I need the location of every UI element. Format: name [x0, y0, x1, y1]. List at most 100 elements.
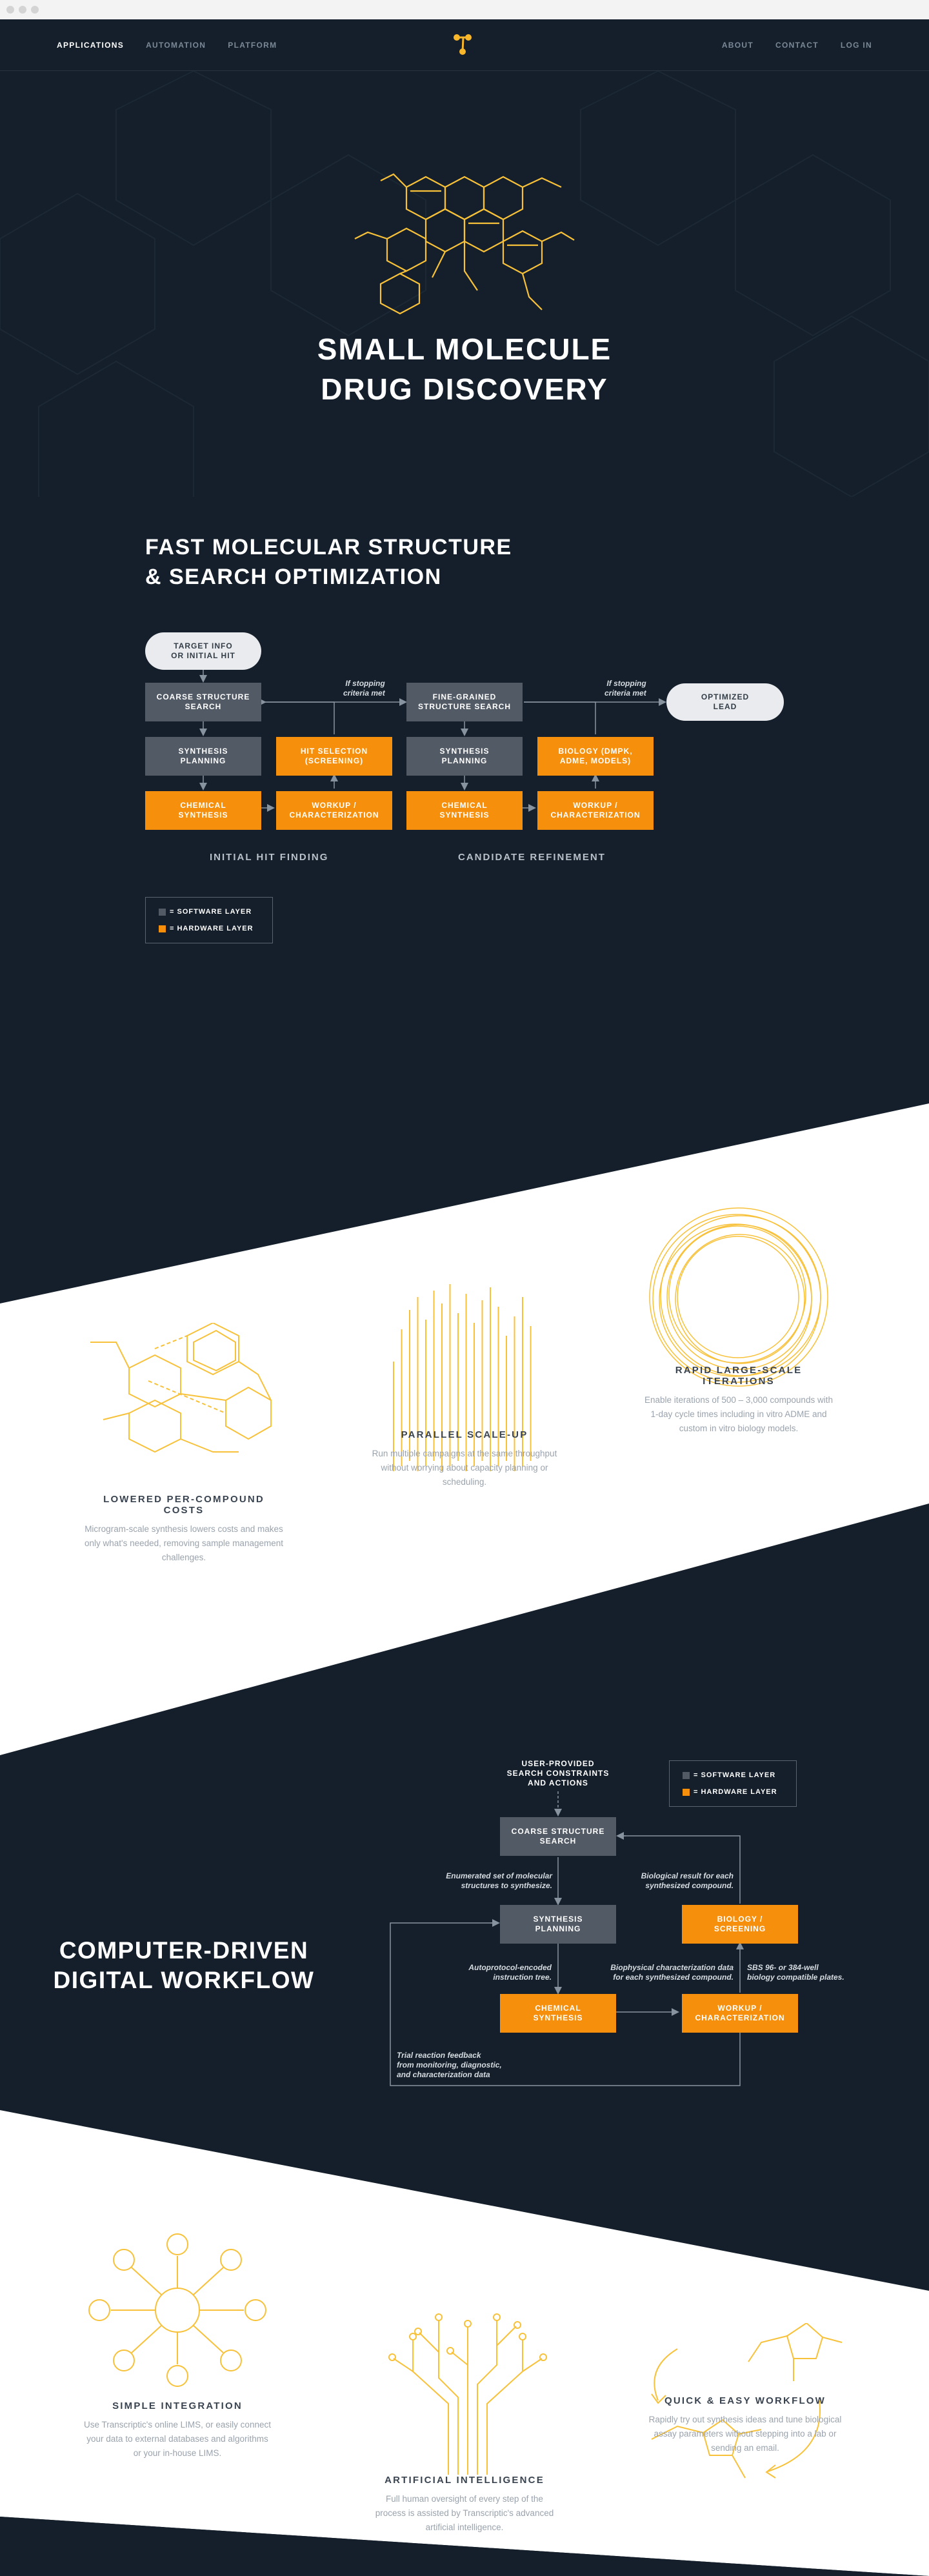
benefits-diagonals: [0, 1103, 929, 1755]
optimization-section: FAST MOLECULAR STRUCTURE & SEARCH OPTIMI…: [0, 497, 929, 1103]
workflow-connectors: [390, 1791, 744, 2086]
stopping-criteria-note-1: If stopping criteria met: [343, 679, 385, 698]
hardware-swatch-icon: [683, 1788, 690, 1796]
workflow-legend: = SOFTWARE LAYER = HARDWARE LAYER: [669, 1760, 797, 1807]
workflow-title: COMPUTER-DRIVEN DIGITAL WORKFLOW: [39, 1936, 329, 1995]
feature-rapid-text: Enable iterations of 500 – 3,000 compoun…: [644, 1395, 833, 1433]
caption-candidate-refinement: CANDIDATE REFINEMENT: [458, 852, 606, 863]
node-hit-selection: HIT SELECTION (SCREENING): [276, 737, 392, 776]
software-swatch-icon: [159, 908, 166, 916]
platform-diagonals: [0, 2110, 929, 2576]
stopping-criteria-note-2: If stopping criteria met: [604, 679, 646, 698]
feature-integration-title: SIMPLE INTEGRATION: [112, 2400, 243, 2411]
note-autoprotocol: Autoprotocol-encoded instruction tree.: [468, 1963, 552, 1982]
feature-rapid-iterations: RAPID LARGE-SCALE ITERATIONS Enable iter…: [642, 1365, 835, 1436]
workflow-section: COMPUTER-DRIVEN DIGITAL WORKFLOW USER-PR…: [0, 1755, 929, 2110]
node-coarse-search: COARSE STRUCTURE SEARCH: [145, 683, 261, 721]
node-biology: BIOLOGY (DMPK, ADME, MODELS): [537, 737, 654, 776]
parallel-lines-illustration-icon: [393, 1284, 532, 1471]
legend-hardware-label: = HARDWARE LAYER: [170, 925, 254, 932]
ai-circuit-tree-icon: [388, 2313, 547, 2475]
software-swatch-icon: [683, 1771, 690, 1779]
wf-legend-hardware-label: = HARDWARE LAYER: [694, 1788, 777, 1796]
note-enumerated: Enumerated set of molecular structures t…: [446, 1871, 552, 1890]
node-fine-grained-search: FINE-GRAINED STRUCTURE SEARCH: [406, 683, 523, 721]
feature-simple-integration: SIMPLE INTEGRATION Use Transcriptic's on…: [84, 2400, 271, 2460]
nav-automation[interactable]: AUTOMATION: [146, 40, 206, 50]
optimization-title-line1: FAST MOLECULAR STRUCTURE: [145, 535, 512, 559]
feature-quick-workflow: QUICK & EASY WORKFLOW Rapidly try out sy…: [648, 2395, 842, 2455]
nav-contact[interactable]: CONTACT: [775, 40, 819, 50]
feature-quick-title: QUICK & EASY WORKFLOW: [664, 2395, 826, 2406]
feature-integration-text: Use Transcriptic's online LIMS, or easil…: [84, 2420, 271, 2458]
wf-node-biology-screening: BIOLOGY / SCREENING: [682, 1905, 798, 1944]
feature-parallel-scale-up: PARALLEL SCALE-UP Run multiple campaigns…: [371, 1429, 558, 1489]
feature-lowered-costs: LOWERED PER-COMPOUND COSTS Microgram-sca…: [84, 1494, 284, 1565]
hero-title: SMALL MOLECULE DRUG DISCOVERY: [0, 329, 929, 409]
wf-legend-hardware: = HARDWARE LAYER: [683, 1788, 783, 1796]
feature-parallel-text: Run multiple campaigns at the same throu…: [372, 1449, 557, 1487]
node-synthesis-planning-2: SYNTHESIS PLANNING: [406, 737, 523, 776]
workflow-title-line1: COMPUTER-DRIVEN: [59, 1937, 309, 1964]
integration-hub-icon: [88, 2233, 266, 2387]
window-dot-icon: [19, 6, 26, 14]
feature-ai: ARTIFICIAL INTELLIGENCE Full human overs…: [371, 2475, 558, 2535]
wf-node-coarse-search: COARSE STRUCTURE SEARCH: [500, 1817, 616, 1856]
top-nav: APPLICATIONS AUTOMATION PLATFORM ABOUT C…: [0, 19, 929, 71]
logo-icon[interactable]: [449, 34, 479, 57]
legend-hardware: = HARDWARE LAYER: [159, 925, 259, 932]
note-sbs-plates: SBS 96- or 384-well biology compatible p…: [747, 1963, 844, 1982]
hero-section: SMALL MOLECULE DRUG DISCOVERY: [0, 71, 929, 497]
feature-rapid-title: RAPID LARGE-SCALE ITERATIONS: [675, 1365, 803, 1387]
wf-node-synthesis-planning: SYNTHESIS PLANNING: [500, 1905, 616, 1944]
browser-chrome: [0, 0, 929, 19]
node-user-constraints: USER-PROVIDED SEARCH CONSTRAINTS AND ACT…: [506, 1758, 610, 1787]
nav-applications[interactable]: APPLICATIONS: [57, 40, 125, 50]
node-chemical-synthesis-2: CHEMICAL SYNTHESIS: [406, 791, 523, 830]
caption-initial-hit-finding: INITIAL HIT FINDING: [210, 852, 329, 863]
hex-pattern-background: [0, 71, 929, 497]
wf-legend-software-label: = SOFTWARE LAYER: [694, 1771, 776, 1779]
legend-software: = SOFTWARE LAYER: [159, 908, 259, 916]
molecule-illustration-icon: [354, 173, 575, 315]
nav-about[interactable]: ABOUT: [721, 40, 754, 50]
note-trial-reaction: Trial reaction feedback from monitoring,…: [397, 2051, 502, 2079]
window-dot-icon: [31, 6, 39, 14]
hero-title-line1: SMALL MOLECULE: [317, 332, 612, 366]
hexagons-illustration-icon: [90, 1323, 272, 1453]
window-dot-icon: [6, 6, 14, 14]
optimization-title: FAST MOLECULAR STRUCTURE & SEARCH OPTIMI…: [145, 532, 512, 592]
node-optimized-lead: OPTIMIZED LEAD: [666, 683, 784, 721]
node-chemical-synthesis-1: CHEMICAL SYNTHESIS: [145, 791, 261, 830]
nav-right: ABOUT CONTACT LOG IN: [722, 41, 872, 50]
wf-legend-software: = SOFTWARE LAYER: [683, 1771, 783, 1779]
feature-quick-text: Rapidly try out synthesis ideas and tune…: [648, 2415, 842, 2453]
wf-node-workup: WORKUP / CHARACTERIZATION: [682, 1994, 798, 2033]
hardware-swatch-icon: [159, 925, 166, 932]
rings-illustration-icon: [649, 1207, 828, 1387]
workflow-title-line2: DIGITAL WORKFLOW: [53, 1967, 315, 1993]
optimization-legend: = SOFTWARE LAYER = HARDWARE LAYER: [145, 897, 273, 943]
optimization-title-line2: & SEARCH OPTIMIZATION: [145, 565, 442, 589]
node-workup-1: WORKUP / CHARACTERIZATION: [276, 791, 392, 830]
feature-parallel-title: PARALLEL SCALE-UP: [401, 1429, 528, 1440]
note-biophysical: Biophysical characterization data for ea…: [610, 1963, 734, 1982]
hero-title-line2: DRUG DISCOVERY: [321, 372, 608, 406]
nav-login[interactable]: LOG IN: [840, 40, 872, 50]
feature-ai-text: Full human oversight of every step of th…: [375, 2494, 554, 2532]
nav-left: APPLICATIONS AUTOMATION PLATFORM: [57, 41, 277, 50]
nav-platform[interactable]: PLATFORM: [228, 40, 277, 50]
workflow-molecules-icon: [651, 2323, 843, 2479]
feature-lowered-costs-title: LOWERED PER-COMPOUND COSTS: [103, 1494, 265, 1516]
node-synthesis-planning-1: SYNTHESIS PLANNING: [145, 737, 261, 776]
feature-ai-title: ARTIFICIAL INTELLIGENCE: [385, 2475, 544, 2486]
benefits-section: LOWERED PER-COMPOUND COSTS Microgram-sca…: [0, 1103, 929, 1755]
legend-software-label: = SOFTWARE LAYER: [170, 908, 252, 916]
feature-lowered-costs-text: Microgram-scale synthesis lowers costs a…: [84, 1524, 283, 1562]
optimization-connectors: [199, 670, 666, 812]
node-target-info: TARGET INFO OR INITIAL HIT: [145, 632, 261, 670]
note-biological-result: Biological result for each synthesized c…: [641, 1871, 734, 1890]
wf-node-chemical-synthesis: CHEMICAL SYNTHESIS: [500, 1994, 616, 2033]
platform-features-section: SIMPLE INTEGRATION Use Transcriptic's on…: [0, 2110, 929, 2576]
node-workup-2: WORKUP / CHARACTERIZATION: [537, 791, 654, 830]
